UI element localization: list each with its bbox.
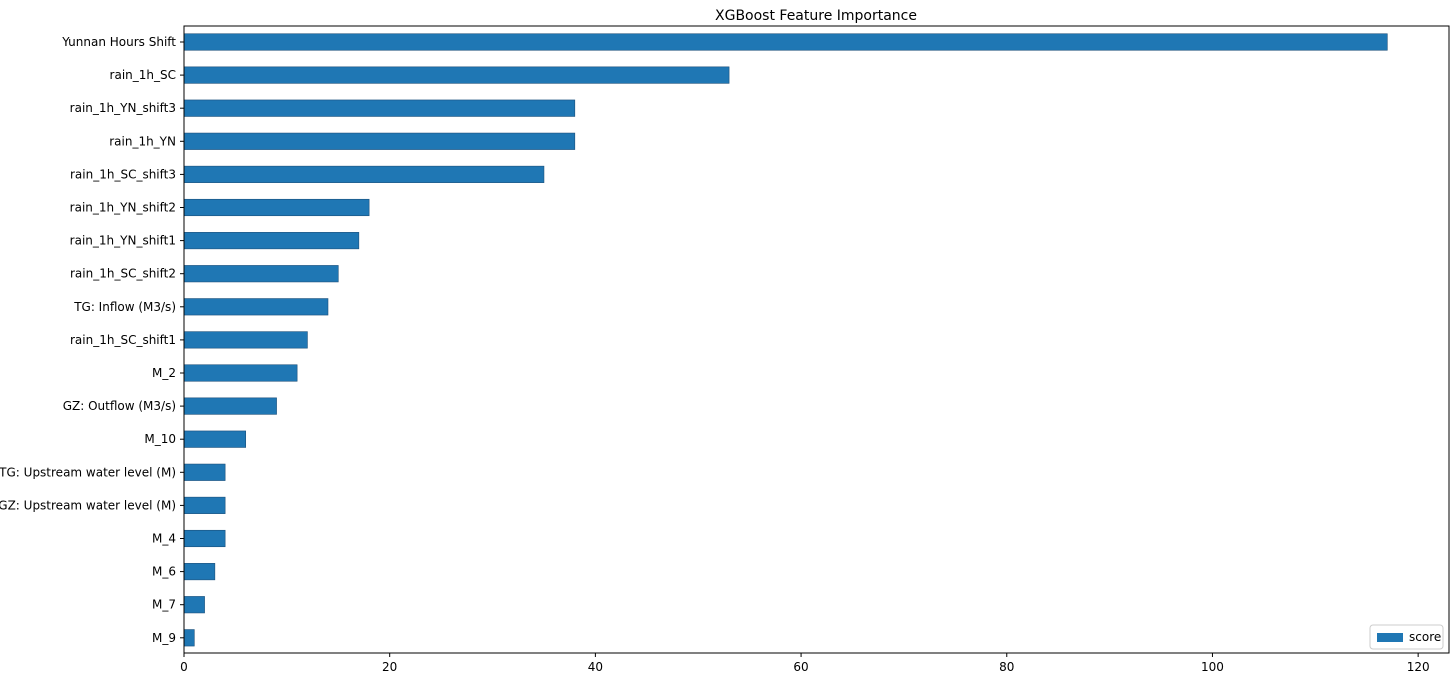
bar bbox=[183, 66, 730, 84]
bar bbox=[183, 265, 339, 283]
bar bbox=[183, 430, 247, 448]
y-tick-label: rain_1h_SC bbox=[110, 68, 176, 82]
bar bbox=[183, 298, 329, 316]
bar bbox=[183, 132, 576, 150]
x-tick-label: 120 bbox=[1407, 660, 1430, 674]
y-tick-label: M_7 bbox=[152, 598, 176, 612]
bar bbox=[183, 331, 308, 349]
bar bbox=[183, 33, 1388, 51]
legend-box bbox=[1369, 624, 1444, 650]
y-tick-label: GZ: Upstream water level (M) bbox=[0, 498, 176, 512]
x-tick-label: 40 bbox=[588, 660, 603, 674]
bar bbox=[183, 596, 205, 614]
y-tick-label: M_4 bbox=[152, 532, 176, 546]
bar bbox=[183, 463, 226, 481]
y-tick-label: rain_1h_SC_shift2 bbox=[70, 267, 176, 281]
y-tick-label: GZ: Outflow (M3/s) bbox=[63, 399, 176, 413]
bar bbox=[183, 563, 216, 581]
bar bbox=[183, 232, 360, 250]
x-tick-label: 0 bbox=[180, 660, 188, 674]
x-tick-labels: 0 20 40 60 80 100 120 bbox=[180, 653, 1430, 674]
y-tick-label: TG: Upstream water level (M) bbox=[0, 465, 176, 479]
y-tick-label: M_9 bbox=[152, 631, 176, 645]
bars-group bbox=[183, 33, 1388, 647]
y-tick-label: Yunnan Hours Shift bbox=[61, 35, 176, 49]
y-tick-label: M_2 bbox=[152, 366, 176, 380]
y-tick-label: rain_1h_SC_shift1 bbox=[70, 333, 176, 347]
y-tick-label: rain_1h_YN bbox=[109, 134, 176, 148]
y-tick-label: M_10 bbox=[144, 432, 176, 446]
y-tick-label: TG: Inflow (M3/s) bbox=[73, 300, 176, 314]
x-tick-label: 80 bbox=[999, 660, 1014, 674]
bar bbox=[183, 99, 576, 117]
legend-label: score bbox=[1409, 630, 1441, 644]
legend: score bbox=[1369, 624, 1444, 650]
x-tick-label: 100 bbox=[1201, 660, 1224, 674]
bar bbox=[183, 198, 370, 217]
y-tick-label: rain_1h_YN_shift3 bbox=[70, 101, 176, 115]
x-tick-label: 20 bbox=[382, 660, 397, 674]
y-tick-label: rain_1h_SC_shift3 bbox=[70, 167, 176, 181]
y-tick-label: rain_1h_YN_shift2 bbox=[70, 201, 176, 215]
bar bbox=[183, 364, 298, 382]
y-tick-label: rain_1h_YN_shift1 bbox=[70, 234, 176, 248]
y-tick-labels: Yunnan Hours Shift rain_1h_SC rain_1h_YN_s… bbox=[0, 35, 184, 645]
chart-title: XGBoost Feature Importance bbox=[715, 8, 917, 24]
bar bbox=[183, 629, 195, 647]
y-tick-label: M_6 bbox=[152, 565, 176, 579]
bar bbox=[183, 529, 226, 548]
legend-swatch bbox=[1377, 633, 1403, 642]
bar bbox=[183, 165, 545, 183]
plot-frame bbox=[183, 25, 1450, 654]
bar bbox=[183, 496, 226, 514]
x-tick-label: 60 bbox=[793, 660, 808, 674]
bar bbox=[183, 397, 277, 415]
